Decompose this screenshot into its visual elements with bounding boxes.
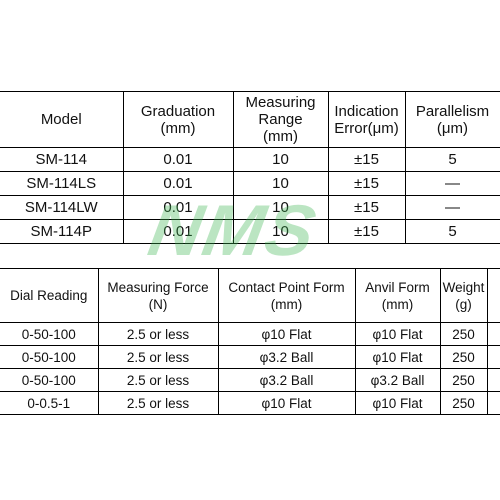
- table-row: 0-50-100 2.5 or less φ10 Flat φ10 Flat 250: [0, 322, 500, 346]
- table-cell: ±15: [327, 219, 406, 244]
- column-header: Contact Point Form (mm): [217, 268, 356, 323]
- table-cell: φ3.2 Ball: [217, 345, 356, 369]
- column-header: Measuring Force (N): [97, 268, 219, 323]
- table-cell: φ10 Flat: [217, 322, 356, 346]
- column-header: Anvil Form (mm): [354, 268, 441, 323]
- column-header: Indication Error(μm): [327, 91, 406, 148]
- table-cell: 10: [232, 171, 329, 196]
- table-row: 0-50-100 2.5 or less φ3.2 Ball φ3.2 Ball 250: [0, 368, 500, 392]
- table-cell: 0.01: [122, 171, 234, 196]
- table-cell: 250: [439, 345, 488, 369]
- table-cell: ±15: [327, 195, 406, 220]
- header-row: Model Graduation (mm) Measuring Range (mm)…: [0, 91, 500, 148]
- empty-cell: [486, 391, 500, 415]
- table-row: SM-114 0.01 10 ±15 5: [0, 147, 500, 172]
- table-row: 0-50-100 2.5 or less φ3.2 Ball φ10 Flat 250: [0, 345, 500, 369]
- table-row: SM-114LW 0.01 10 ±15—: [0, 195, 500, 220]
- table-cell: 0.01: [122, 219, 234, 244]
- table-cell: 0-0.5-1: [0, 391, 99, 415]
- table-cell: 2.5 or less: [97, 322, 219, 346]
- table-cell: 0.01: [122, 195, 234, 220]
- model-table: Model Graduation (mm) Measuring Range (mm)…: [0, 91, 500, 244]
- empty-cell: [486, 345, 500, 369]
- table-cell: φ10 Flat: [354, 345, 441, 369]
- table-cell: 250: [439, 368, 488, 392]
- table-row: SM-114LS 0.01 10 ±15—: [0, 171, 500, 196]
- table-cell: φ10 Flat: [354, 322, 441, 346]
- table-cell: φ3.2 Ball: [354, 368, 441, 392]
- table-cell: SM-114LS: [0, 171, 124, 196]
- table-cell: φ10 Flat: [217, 391, 356, 415]
- table-cell: —: [404, 171, 500, 196]
- table-cell: 5: [404, 219, 500, 244]
- table-cell: SM-114P: [0, 219, 124, 244]
- table-cell: φ10 Flat: [354, 391, 441, 415]
- table-cell: 10: [232, 195, 329, 220]
- table-cell: 0-50-100: [0, 322, 99, 346]
- table-cell: 2.5 or less: [97, 368, 219, 392]
- table-cell: 0-50-100: [0, 368, 99, 392]
- column-header: Parallelism (μm): [404, 91, 500, 148]
- table-row: 0-0.5-1 2.5 or less φ10 Flat φ10 Flat 250: [0, 391, 500, 415]
- table-cell: SM-114: [0, 147, 124, 172]
- table-cell: 10: [232, 219, 329, 244]
- column-header: Dial Reading: [0, 268, 99, 323]
- table-cell: 250: [439, 391, 488, 415]
- table-cell: 0-50-100: [0, 345, 99, 369]
- table-cell: 0.01: [122, 147, 234, 172]
- empty-cell: [486, 322, 500, 346]
- table-row: SM-114P 0.01 10 ±15 5: [0, 219, 500, 244]
- table-cell: 250: [439, 322, 488, 346]
- column-header: Measuring Range (mm): [232, 91, 329, 148]
- column-header: Weight (g): [439, 268, 488, 323]
- table-cell: —: [404, 195, 500, 220]
- table-cell: 2.5 or less: [97, 391, 219, 415]
- header-row: Dial Reading Measuring Force (N) Contact P…: [0, 268, 500, 323]
- table-cell: 5: [404, 147, 500, 172]
- table-cell: ±15: [327, 147, 406, 172]
- table-cell: SM-114LW: [0, 195, 124, 220]
- empty-cell: [486, 268, 500, 323]
- empty-cell: [486, 368, 500, 392]
- table-cell: 2.5 or less: [97, 345, 219, 369]
- table-cell: φ3.2 Ball: [217, 368, 356, 392]
- column-header: Model: [0, 91, 124, 148]
- table-cell: 10: [232, 147, 329, 172]
- column-header: Graduation (mm): [122, 91, 234, 148]
- table-cell: ±15: [327, 171, 406, 196]
- spec-table: Dial Reading Measuring Force (N) Contact P…: [0, 268, 500, 415]
